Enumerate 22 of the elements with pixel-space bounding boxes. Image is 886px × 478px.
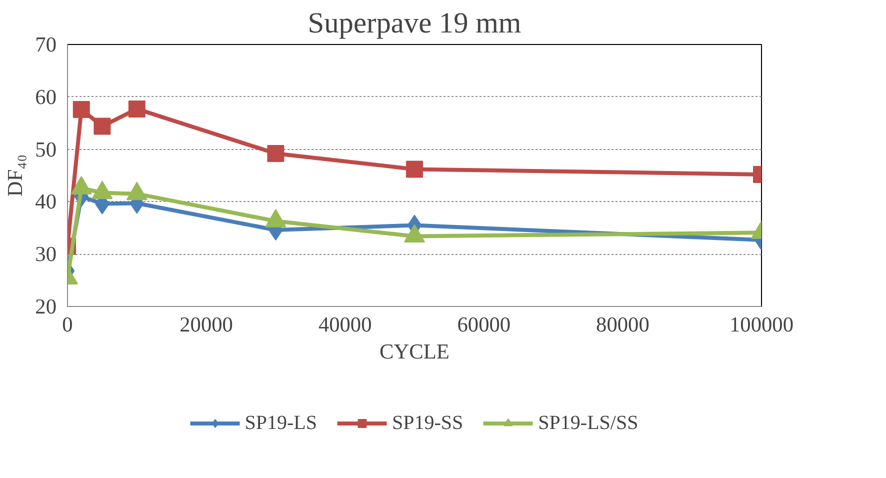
- x-tick-label: 0: [62, 312, 73, 336]
- x-tick-label: 40000: [318, 312, 372, 336]
- point: [72, 100, 90, 118]
- point: [94, 118, 111, 135]
- y-tick-label: 20: [35, 294, 56, 318]
- y-axis-title: DF₄₀: [3, 154, 28, 197]
- x-tick-label: 60000: [457, 312, 511, 336]
- legend-label: SP19-LS: [244, 412, 318, 434]
- legend-label: SP19-SS: [392, 412, 464, 434]
- y-tick-label: 40: [35, 190, 56, 214]
- chart-title: Superpave 19 mm: [308, 8, 522, 40]
- y-tick-label: 60: [35, 84, 56, 109]
- point: [267, 144, 284, 162]
- y-tick-label: 30: [35, 242, 56, 266]
- x-tick-label: 20000: [180, 312, 233, 336]
- x-axis-title: CYCLE: [380, 340, 450, 364]
- point: [128, 100, 146, 118]
- legend-label: SP19-LS/SS: [538, 412, 638, 434]
- x-tick-label: 80000: [596, 312, 650, 336]
- y-tick-label: 50: [35, 137, 56, 162]
- y-tick-label: 70: [35, 32, 56, 56]
- x-tick-label: 100000: [730, 312, 794, 336]
